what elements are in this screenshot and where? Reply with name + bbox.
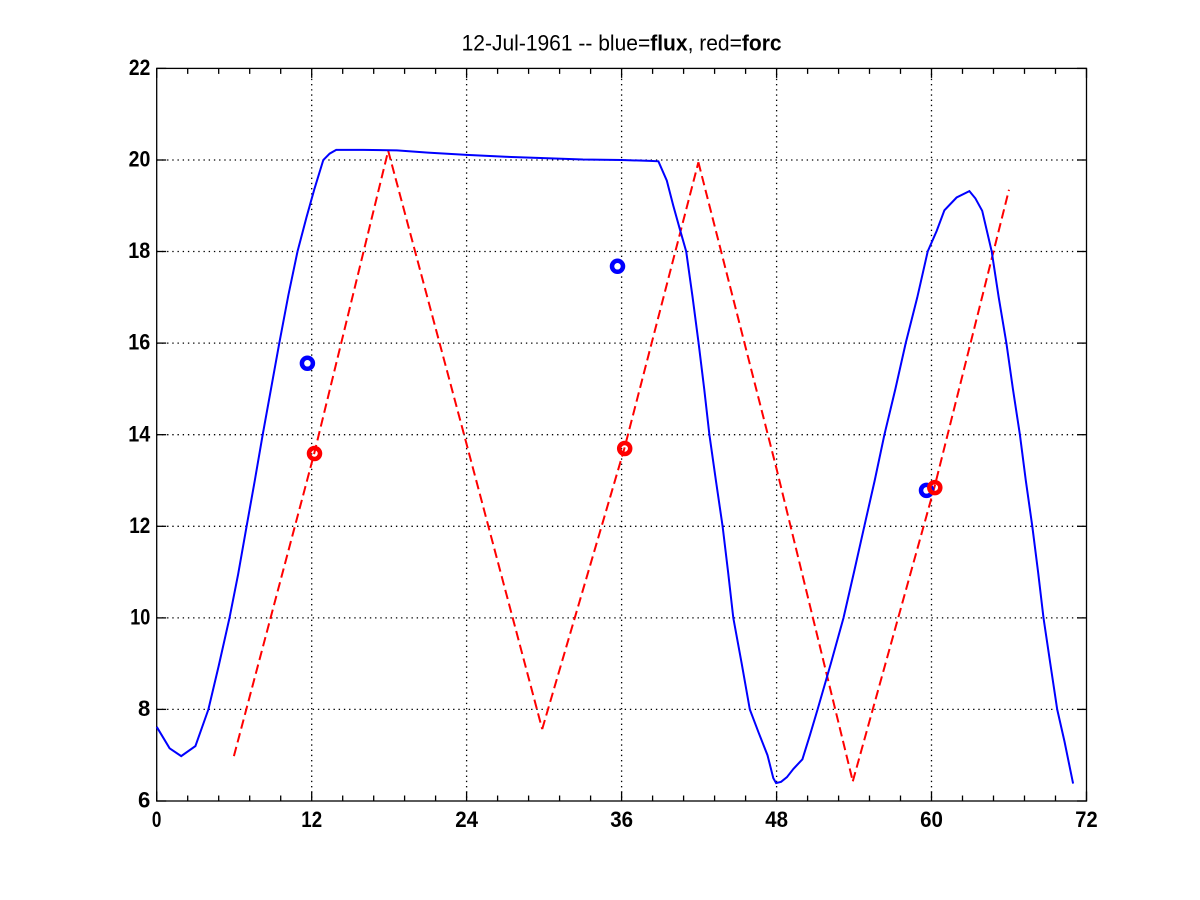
svg-text:12-Jul-1961 -- blue=flux, red=: 12-Jul-1961 -- blue=flux, red=forc [462,31,782,56]
svg-text:0: 0 [152,807,162,832]
svg-text:60: 60 [920,807,943,832]
svg-text:22: 22 [129,55,150,80]
svg-text:18: 18 [128,238,150,263]
svg-text:36: 36 [610,807,633,832]
svg-text:24: 24 [455,807,478,832]
svg-text:72: 72 [1075,807,1097,832]
svg-text:48: 48 [765,807,788,832]
svg-text:12: 12 [301,807,322,832]
svg-text:8: 8 [138,696,150,721]
svg-text:20: 20 [129,147,151,172]
svg-text:16: 16 [128,330,150,355]
svg-text:14: 14 [128,421,151,446]
svg-text:12: 12 [129,513,150,538]
svg-text:6: 6 [138,788,150,813]
svg-text:10: 10 [130,605,150,630]
